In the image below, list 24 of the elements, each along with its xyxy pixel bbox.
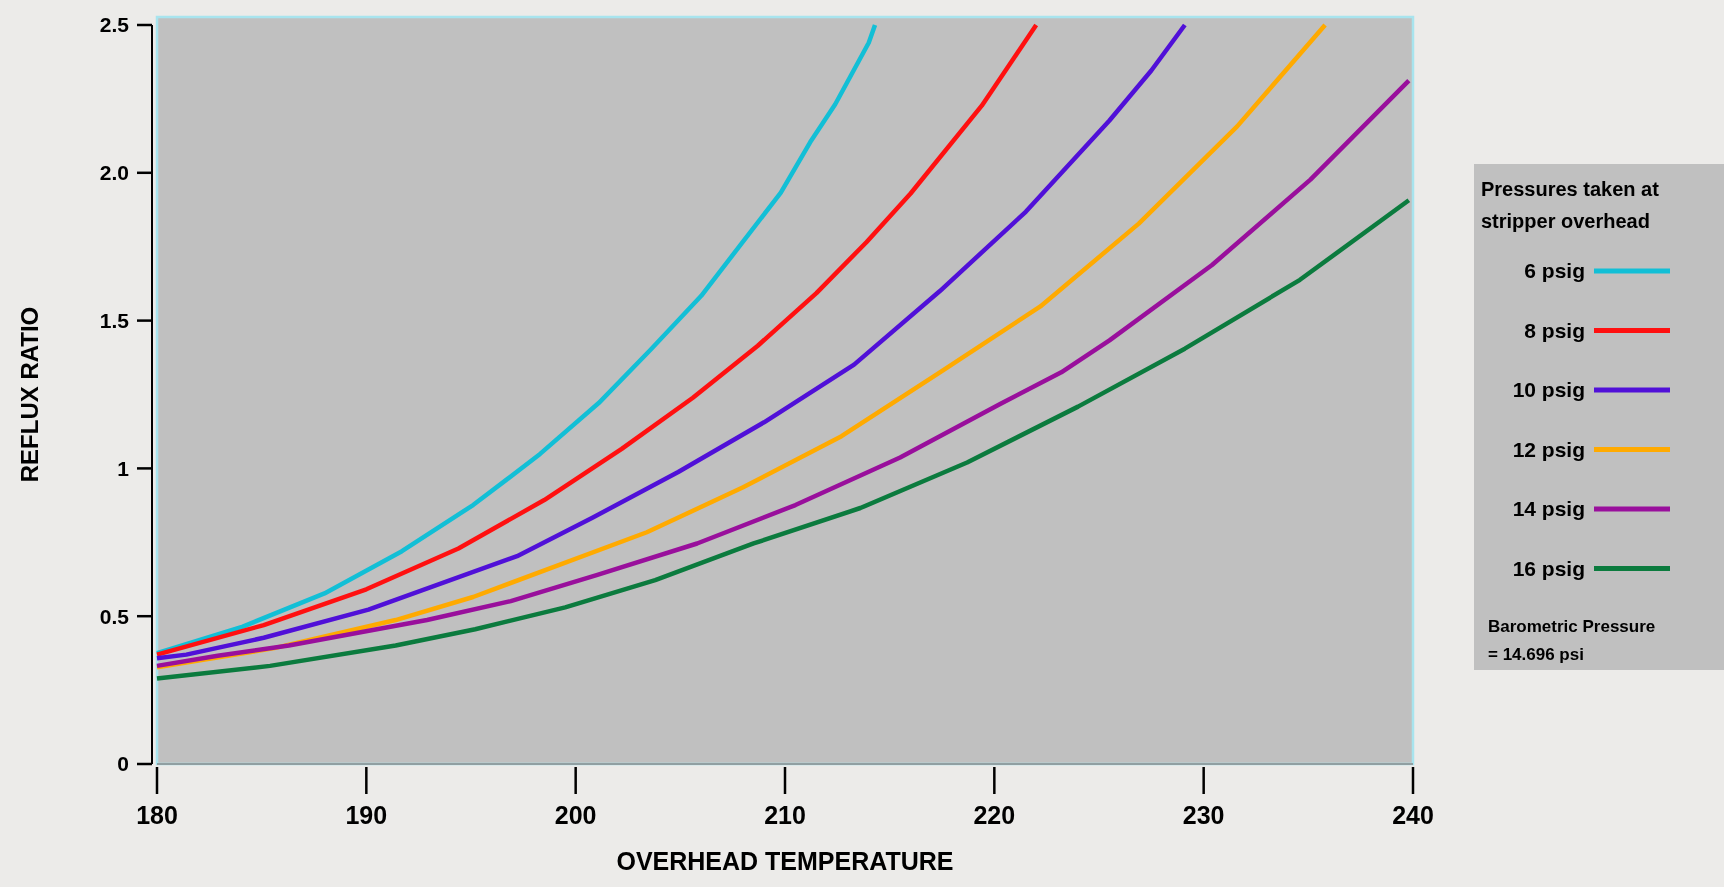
legend-label: 10 psig xyxy=(1512,378,1585,402)
legend-label: 16 psig xyxy=(1512,556,1585,580)
legend-title: Pressures taken at stripper overhead xyxy=(1481,178,1660,232)
x-tick-label: 180 xyxy=(136,801,178,829)
legend-label: 6 psig xyxy=(1524,259,1585,283)
legend-label: 14 psig xyxy=(1512,497,1585,521)
y-axis-title: REFLUX RATIO xyxy=(16,306,43,483)
y-tick-label: 2.5 xyxy=(99,13,130,37)
x-tick-label: 230 xyxy=(1182,801,1225,829)
x-tick-label: 190 xyxy=(345,801,388,829)
legend-label: 8 psig xyxy=(1524,318,1585,342)
y-tick-label: 1 xyxy=(117,456,130,480)
x-tick-label: 220 xyxy=(973,801,1016,829)
legend-label: 12 psig xyxy=(1512,437,1585,461)
x-tick-label: 200 xyxy=(554,801,597,829)
x-axis-title: OVERHEAD TEMPERATURE xyxy=(616,847,954,875)
x-tick-label: 240 xyxy=(1392,801,1434,829)
y-tick-label: 2.0 xyxy=(99,161,129,185)
y-tick-label: 0.5 xyxy=(99,604,130,628)
y-tick-label: 1.5 xyxy=(99,308,130,332)
x-tick-label: 210 xyxy=(764,801,806,829)
text: Barometric Pressure = 14.696 psi xyxy=(1488,617,1656,664)
y-tick-label: 0 xyxy=(117,752,129,776)
line-series xyxy=(154,198,1412,681)
